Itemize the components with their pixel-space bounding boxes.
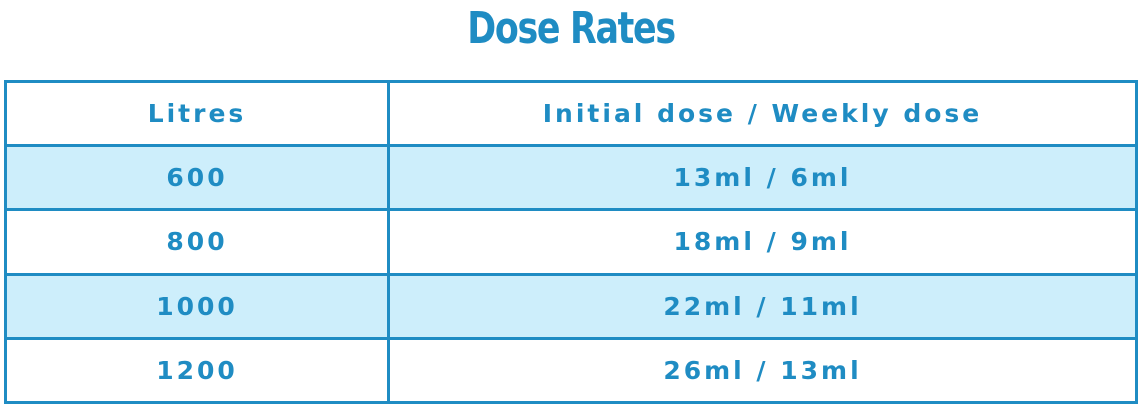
table-cell: 26ml / 13ml bbox=[387, 336, 1138, 405]
table-cell: 800 bbox=[4, 208, 390, 276]
dose-table: Litres Initial dose / Weekly dose 600 13ml … bbox=[4, 79, 1138, 405]
table-row: Litres Initial dose / Weekly dose bbox=[4, 79, 1138, 148]
table-cell: 1200 bbox=[4, 336, 390, 405]
table-row: 1000 22ml / 11ml bbox=[4, 272, 1138, 340]
title: Dose Rates bbox=[467, 3, 676, 54]
table-row: 600 13ml / 6ml bbox=[4, 144, 1138, 212]
table-row: 1200 26ml / 13ml bbox=[4, 336, 1138, 405]
table-cell: 13ml / 6ml bbox=[387, 144, 1138, 212]
table-cell: Initial dose / Weekly dose bbox=[387, 79, 1138, 148]
table-cell: 22ml / 11ml bbox=[387, 272, 1138, 340]
table-cell: 600 bbox=[4, 144, 390, 212]
table-cell: 18ml / 9ml bbox=[387, 208, 1138, 276]
table-cell: Litres bbox=[4, 79, 390, 148]
table-cell: 1000 bbox=[4, 272, 390, 340]
table-row: 800 18ml / 9ml bbox=[4, 208, 1138, 276]
